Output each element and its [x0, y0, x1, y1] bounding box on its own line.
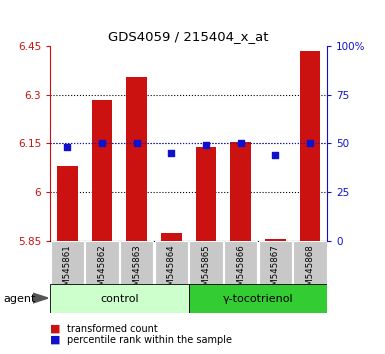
Text: GSM545863: GSM545863	[132, 244, 141, 297]
Polygon shape	[33, 293, 48, 303]
Text: GSM545862: GSM545862	[97, 244, 107, 297]
Bar	[120, 241, 153, 285]
Bar	[230, 142, 251, 241]
Text: γ-tocotrienol: γ-tocotrienol	[223, 294, 293, 304]
Text: agent: agent	[4, 294, 36, 304]
Bar	[196, 147, 216, 241]
Point	[203, 142, 209, 148]
Point	[272, 152, 278, 158]
Point	[168, 150, 174, 156]
Point	[307, 141, 313, 146]
Bar	[224, 241, 257, 285]
Text: GSM545867: GSM545867	[271, 244, 280, 297]
Text: transformed count: transformed count	[67, 324, 158, 333]
Bar	[189, 284, 327, 313]
Text: ■: ■	[50, 324, 60, 333]
Bar	[126, 77, 147, 241]
Text: percentile rank within the sample: percentile rank within the sample	[67, 335, 233, 345]
Bar	[85, 241, 119, 285]
Text: GSM545865: GSM545865	[201, 244, 211, 297]
Bar	[265, 239, 286, 241]
Bar	[57, 166, 78, 241]
Text: GSM545864: GSM545864	[167, 244, 176, 297]
Text: GSM545868: GSM545868	[305, 244, 315, 297]
Bar	[51, 241, 84, 285]
Bar	[155, 241, 188, 285]
Title: GDS4059 / 215404_x_at: GDS4059 / 215404_x_at	[109, 30, 269, 44]
Point	[64, 144, 70, 150]
Text: ■: ■	[50, 335, 60, 345]
Bar	[189, 241, 223, 285]
Point	[238, 141, 244, 146]
Point	[134, 141, 140, 146]
Text: control: control	[100, 294, 139, 304]
Point	[99, 141, 105, 146]
Bar	[161, 233, 182, 241]
Bar	[50, 284, 189, 313]
Bar	[300, 51, 320, 241]
Text: GSM545861: GSM545861	[63, 244, 72, 297]
Bar	[293, 241, 326, 285]
Bar	[259, 241, 292, 285]
Bar	[92, 99, 112, 241]
Text: GSM545866: GSM545866	[236, 244, 245, 297]
